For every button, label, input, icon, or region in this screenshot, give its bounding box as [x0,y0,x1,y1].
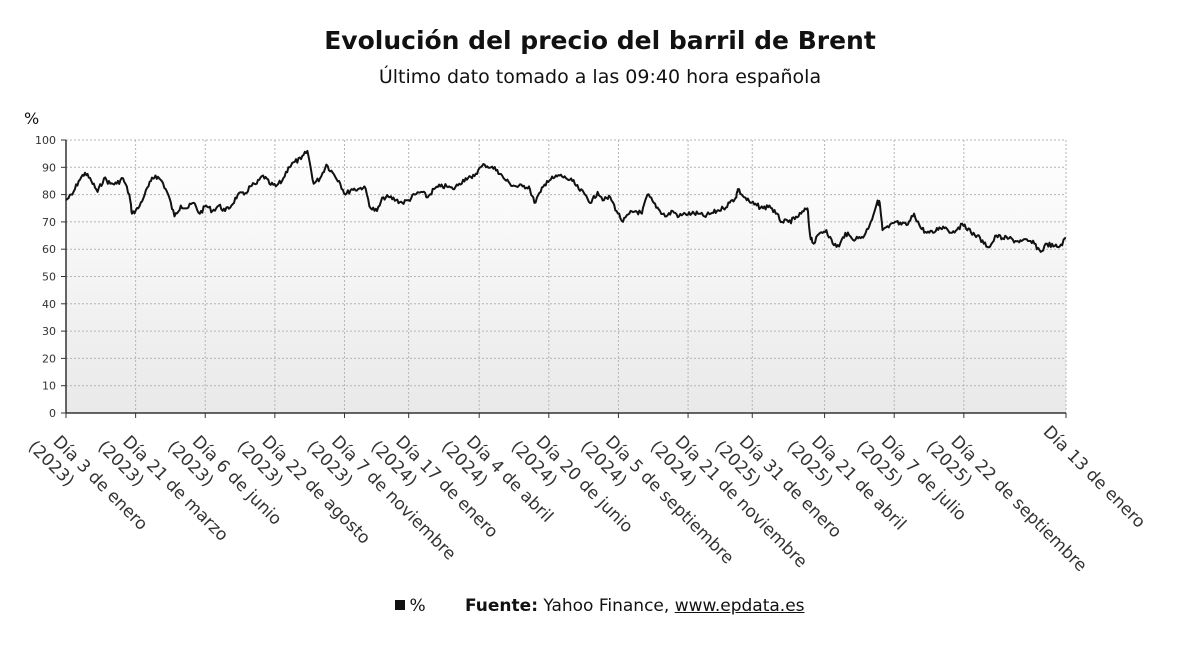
series-line [65,149,1066,253]
chart-title: Evolución del precio del barril de Brent [324,26,876,55]
legend-swatch [395,600,406,610]
source-text: Yahoo Finance, [543,596,670,616]
series [65,149,1066,253]
source-link[interactable]: www.epdata.es [674,596,805,616]
chart-subtitle: Último dato tomado a las 09:40 hora espa… [378,66,822,88]
y-tick-label: 40 [42,298,56,311]
y-tick-label: 70 [42,216,56,229]
y-axis-unit-label: % [24,109,40,128]
y-tick-label: 80 [42,189,56,202]
y-tick-label: 20 [42,352,56,365]
y-tick-label: 50 [42,271,56,284]
y-tick-labels: 0 10 20 30 40 50 60 70 80 90 100 [35,134,56,420]
x-tick-labels: Día 3 de enero(2023) Día 21 de marzo(2023… [24,422,1149,576]
source-label: Fuente: [465,596,538,616]
x-tick-label: Día 13 de enero [1039,422,1149,532]
x-tick-label-line: Día 13 de enero [1039,422,1149,532]
axes [61,139,1067,418]
y-tick-label: 30 [42,325,56,338]
y-tick-label: 10 [42,380,56,393]
y-tick-label: 90 [42,161,56,174]
footer: % Fuente: Yahoo Finance, www.epdata.es [0,596,1200,616]
y-tick-label: 100 [35,134,56,147]
y-tick-label: 0 [49,407,56,420]
y-tick-label: 60 [42,243,56,256]
legend-label: % [409,596,426,616]
